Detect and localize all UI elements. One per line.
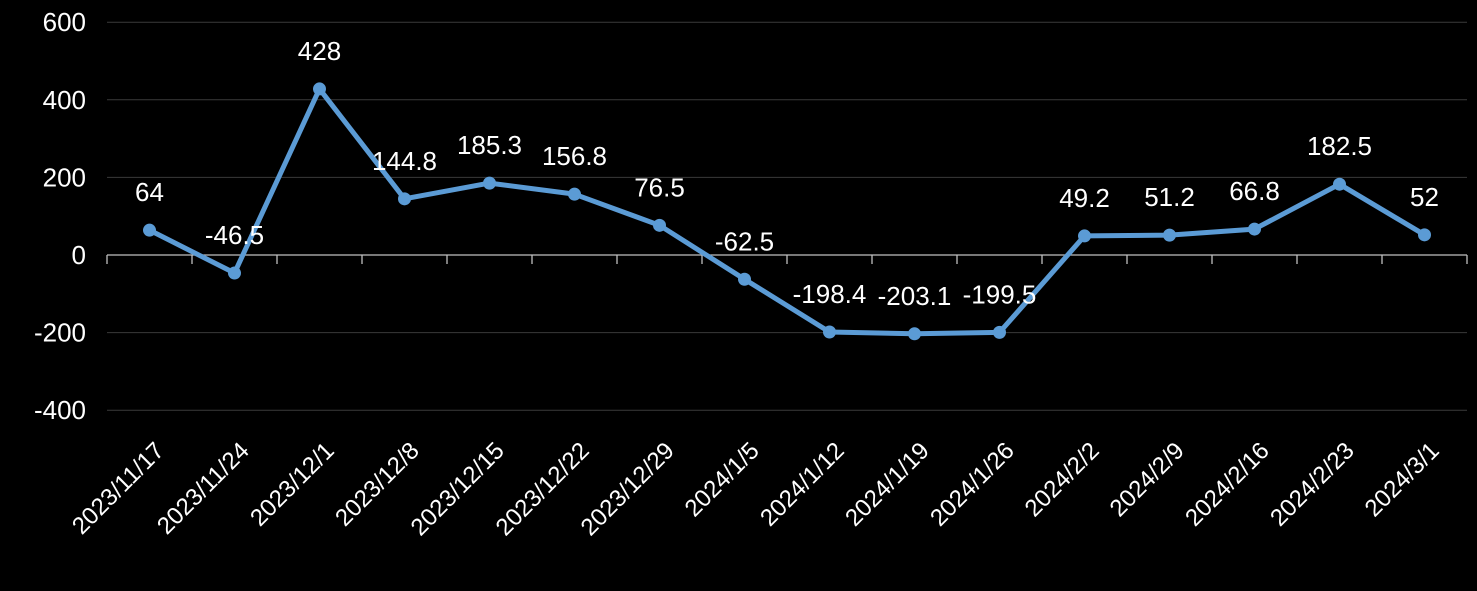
data-point <box>1418 228 1431 242</box>
x-axis-tick-labels: 2023/11/172023/11/242023/12/12023/12/820… <box>67 437 1445 541</box>
x-tick-label: 2023/12/29 <box>576 437 680 541</box>
data-label: -203.1 <box>878 281 952 311</box>
data-label: -46.5 <box>205 220 264 250</box>
data-label: 185.3 <box>457 130 522 160</box>
x-tick-label: 2024/1/5 <box>680 437 765 522</box>
data-point <box>398 192 411 206</box>
x-tick-label: 2024/3/1 <box>1360 437 1445 522</box>
data-label: -198.4 <box>793 279 867 309</box>
gridlines <box>107 21 1467 411</box>
series-line <box>147 86 1427 337</box>
x-tick-label: 2023/11/24 <box>152 437 255 540</box>
y-tick-label: 200 <box>43 162 86 192</box>
x-tick-label: 2024/2/16 <box>1180 437 1275 532</box>
data-point <box>908 327 921 341</box>
data-point <box>568 187 581 201</box>
data-point <box>483 176 496 190</box>
data-point <box>143 223 156 237</box>
data-point <box>313 82 326 96</box>
data-label: 49.2 <box>1059 183 1110 213</box>
data-label: 52 <box>1410 182 1439 212</box>
data-point <box>653 218 666 232</box>
data-point <box>738 272 751 286</box>
data-label: 428 <box>298 36 341 66</box>
data-point <box>1078 229 1091 243</box>
y-tick-label: 600 <box>43 7 86 37</box>
data-label: -199.5 <box>963 279 1037 309</box>
data-point <box>1163 228 1176 242</box>
data-point <box>1248 222 1261 236</box>
data-label: 182.5 <box>1307 131 1372 161</box>
x-tick-label: 2023/12/1 <box>245 437 340 532</box>
x-tick-label: 2024/2/9 <box>1105 437 1190 522</box>
x-tick-label: 2024/1/26 <box>925 437 1020 532</box>
x-tick-label: 2024/2/2 <box>1020 437 1105 522</box>
y-tick-label: 0 <box>72 240 86 270</box>
data-point <box>823 325 836 339</box>
x-axis <box>106 254 1468 264</box>
data-label: 64 <box>135 177 164 207</box>
x-tick-label: 2024/1/19 <box>840 437 935 532</box>
data-labels: 64 -46.5 428 144.8 185.3 156.8 76.5 -62.5 -198.4… <box>135 36 1439 311</box>
data-label: 156.8 <box>542 141 607 171</box>
y-tick-label: -200 <box>34 318 86 348</box>
y-tick-label: 400 <box>43 85 86 115</box>
data-label: 66.8 <box>1229 176 1280 206</box>
y-axis-tick-labels: 600 400 200 0 -200 -400 <box>34 7 86 425</box>
x-tick-label: 2024/1/12 <box>755 437 850 532</box>
x-tick-label: 2024/2/23 <box>1265 437 1360 532</box>
data-label: -62.5 <box>715 226 774 256</box>
data-label: 76.5 <box>634 172 685 202</box>
data-label: 144.8 <box>372 146 437 176</box>
data-point <box>993 325 1006 339</box>
y-tick-label: -400 <box>34 395 86 425</box>
data-label: 51.2 <box>1144 182 1195 212</box>
data-point <box>1333 177 1346 191</box>
data-point <box>228 266 241 280</box>
series <box>143 82 1431 341</box>
